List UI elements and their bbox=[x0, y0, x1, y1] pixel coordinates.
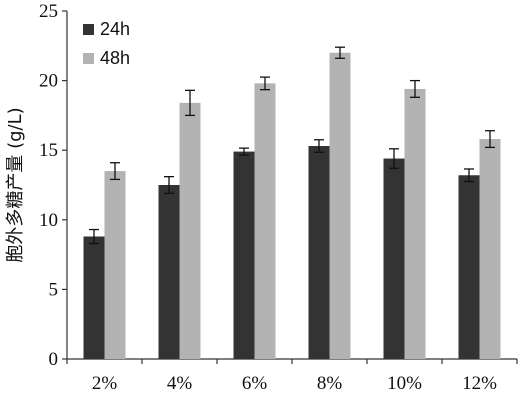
x-tick-label: 10% bbox=[387, 373, 422, 394]
bar-24h-6% bbox=[233, 151, 255, 359]
bar-48h-6% bbox=[254, 83, 276, 359]
y-tick-label: 15 bbox=[39, 140, 58, 161]
bar-48h-4% bbox=[179, 102, 201, 359]
x-tick-label: 4% bbox=[167, 373, 193, 394]
y-axis-title-group: 胞外多糖产量 (g/L) bbox=[5, 107, 26, 262]
bar-24h-4% bbox=[158, 185, 180, 359]
x-tick-label: 12% bbox=[462, 373, 497, 394]
x-tick-label: 2% bbox=[92, 373, 118, 394]
bar-48h-12% bbox=[479, 139, 501, 359]
y-tick-label: 10 bbox=[39, 210, 58, 231]
bar-48h-2% bbox=[104, 171, 126, 359]
bar-24h-10% bbox=[383, 158, 405, 359]
y-tick-label: 5 bbox=[49, 279, 59, 300]
bar-24h-8% bbox=[308, 146, 330, 359]
x-tick-label: 8% bbox=[317, 373, 343, 394]
x-tick-label: 6% bbox=[242, 373, 268, 394]
y-tick-label: 0 bbox=[49, 349, 59, 370]
error-bars bbox=[89, 46, 495, 245]
y-tick-label: 20 bbox=[39, 71, 58, 92]
bar-24h-2% bbox=[83, 236, 105, 359]
bar-48h-10% bbox=[404, 88, 426, 360]
y-tick-label: 25 bbox=[39, 1, 58, 22]
legend-label-48h: 48h bbox=[100, 48, 130, 68]
axes bbox=[62, 10, 518, 364]
tick-labels: 0 5 10 15 20 25 2% 4% 6% 8% 10% 12% bbox=[39, 1, 497, 394]
legend-swatch-48h bbox=[83, 53, 94, 64]
bar-48h-8% bbox=[329, 52, 351, 359]
bar-24h-12% bbox=[458, 175, 480, 359]
bars bbox=[83, 52, 501, 360]
legend-swatch-24h bbox=[83, 24, 94, 35]
y-axis-title: 胞外多糖产量 (g/L) bbox=[5, 107, 26, 262]
legend-label-24h: 24h bbox=[100, 19, 130, 39]
